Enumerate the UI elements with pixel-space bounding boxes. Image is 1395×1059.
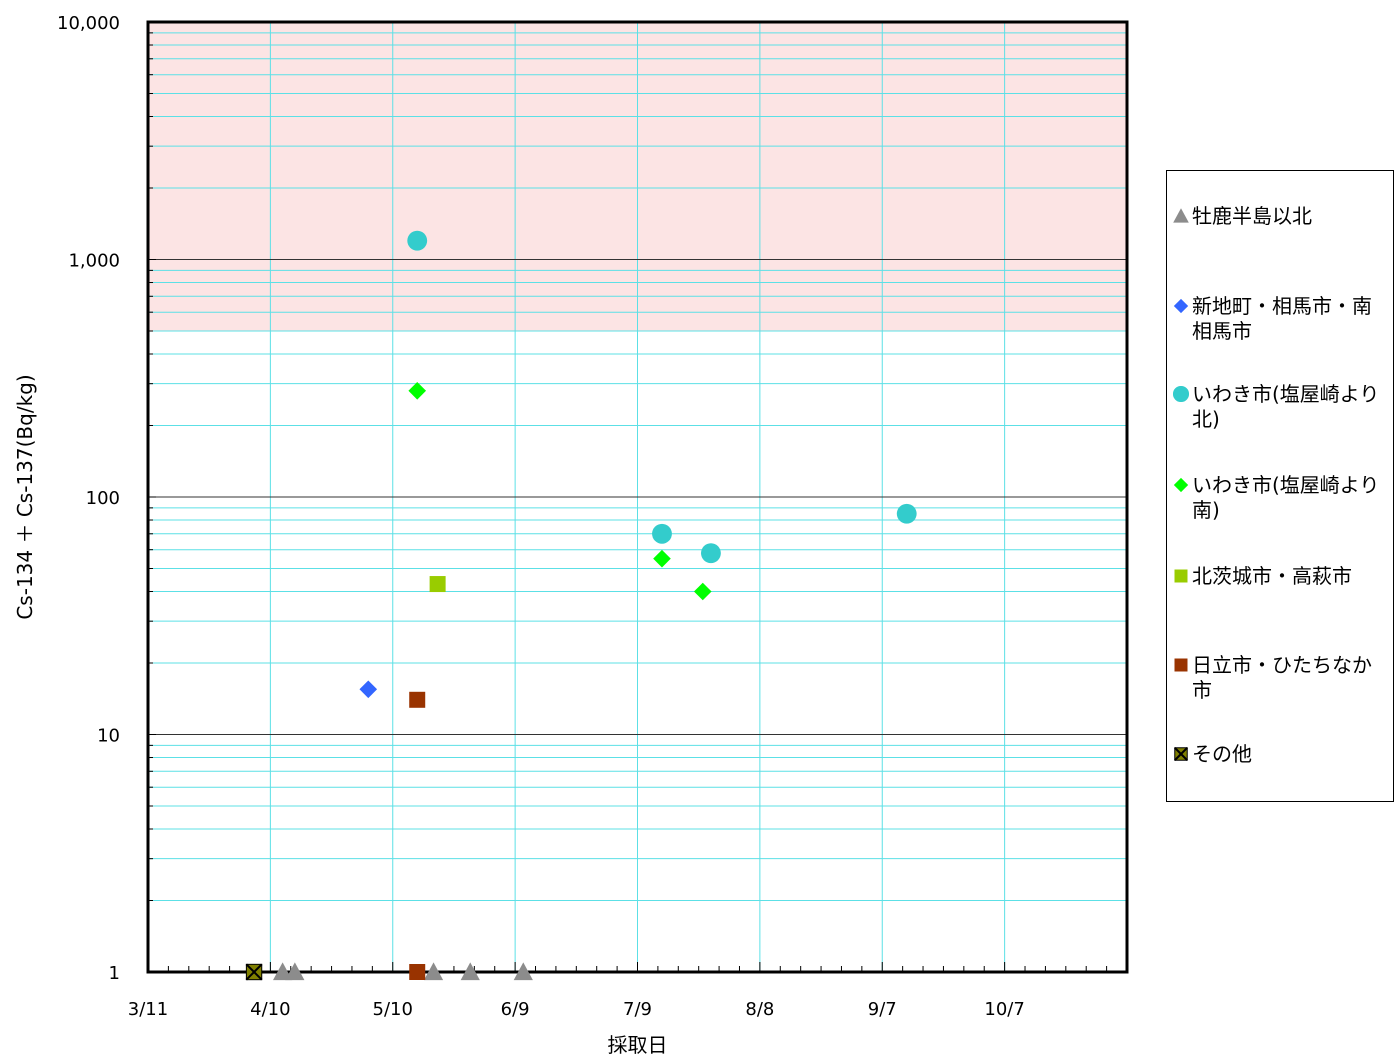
x-tick-label: 8/8 xyxy=(745,999,774,1020)
data-point-series-3 xyxy=(896,503,917,524)
data-point-series-5 xyxy=(429,576,446,593)
plot-frame xyxy=(146,20,1129,974)
data-point-series-4 xyxy=(408,381,427,400)
data-points xyxy=(245,230,917,981)
y-tick-label: 10,000 xyxy=(57,13,120,34)
legend-item: いわき市(塩屋崎より南) xyxy=(1173,473,1391,523)
data-point-series-1 xyxy=(285,962,305,981)
data-point-series-1 xyxy=(460,962,480,981)
data-point-series-1 xyxy=(273,962,293,981)
legend-marker-icon xyxy=(1173,204,1189,229)
legend-label: いわき市(塩屋崎より南) xyxy=(1192,473,1380,522)
legend-item: 日立市・ひたちなか市 xyxy=(1173,653,1391,703)
legend-label: その他 xyxy=(1192,742,1252,766)
x-axis-title: 採取日 xyxy=(608,1033,668,1057)
data-point-series-6 xyxy=(409,964,426,980)
data-point-series-6 xyxy=(409,691,426,708)
x-tick-label: 9/7 xyxy=(868,999,897,1020)
y-tick-labels: 1 10 100 1,000 10,000 xyxy=(57,13,120,984)
x-tick-labels: 3/11 4/10 5/10 6/9 7/9 8/8 9/7 10/7 xyxy=(128,999,1025,1020)
legend-label: 日立市・ひたちなか市 xyxy=(1192,653,1372,702)
x-tick-label: 7/9 xyxy=(623,999,652,1020)
y-tick-label: 10 xyxy=(97,726,120,747)
legend-label: いわき市(塩屋崎より北) xyxy=(1192,382,1380,431)
data-point-series-4 xyxy=(653,549,671,568)
y-axis-title: Cs-134 ＋ Cs-137(Bq/kg) xyxy=(13,374,37,619)
legend-label: 北茨城市・高萩市 xyxy=(1192,564,1352,588)
x-tick-label: 6/9 xyxy=(501,999,530,1020)
y-tick-label: 1 xyxy=(109,963,120,984)
data-point-series-3 xyxy=(652,523,672,544)
legend: 牡鹿半島以北新地町・相馬市・南相馬市 いわき市(塩屋崎より北) いわき市(塩屋崎より… xyxy=(1166,170,1394,802)
data-point-series-7 xyxy=(245,963,263,981)
legend-item: 牡鹿半島以北 xyxy=(1173,204,1391,229)
x-tick-label: 4/10 xyxy=(250,999,290,1020)
data-point-series-2 xyxy=(359,680,378,699)
legend-label: 牡鹿半島以北 xyxy=(1192,204,1312,228)
legend-marker-icon xyxy=(1173,653,1189,678)
x-tick-label: 10/7 xyxy=(984,999,1024,1020)
legend-item: 新地町・相馬市・南相馬市 xyxy=(1173,294,1391,344)
major-gridlines xyxy=(148,259,1127,735)
x-tick-label: 5/10 xyxy=(373,999,413,1020)
legend-marker-icon xyxy=(1173,564,1189,589)
minor-gridlines xyxy=(148,22,1128,972)
data-point-series-4 xyxy=(693,582,712,601)
legend-item: 北茨城市・高萩市 xyxy=(1173,564,1391,589)
legend-item: その他 xyxy=(1173,742,1391,767)
legend-label: 新地町・相馬市・南相馬市 xyxy=(1192,294,1372,343)
data-point-series-1 xyxy=(513,962,533,981)
y-tick-label: 100 xyxy=(86,488,120,509)
legend-marker-icon xyxy=(1173,473,1189,498)
y-tick-label: 1,000 xyxy=(68,251,120,272)
data-point-series-3 xyxy=(701,543,721,564)
legend-marker-icon xyxy=(1173,742,1189,767)
x-tick-label: 3/11 xyxy=(128,999,168,1020)
data-point-series-3 xyxy=(407,230,428,251)
legend-marker-icon xyxy=(1173,382,1189,407)
legend-item: いわき市(塩屋崎より北) xyxy=(1173,382,1391,432)
legend-marker-icon xyxy=(1173,294,1189,319)
data-point-series-1 xyxy=(423,962,444,981)
